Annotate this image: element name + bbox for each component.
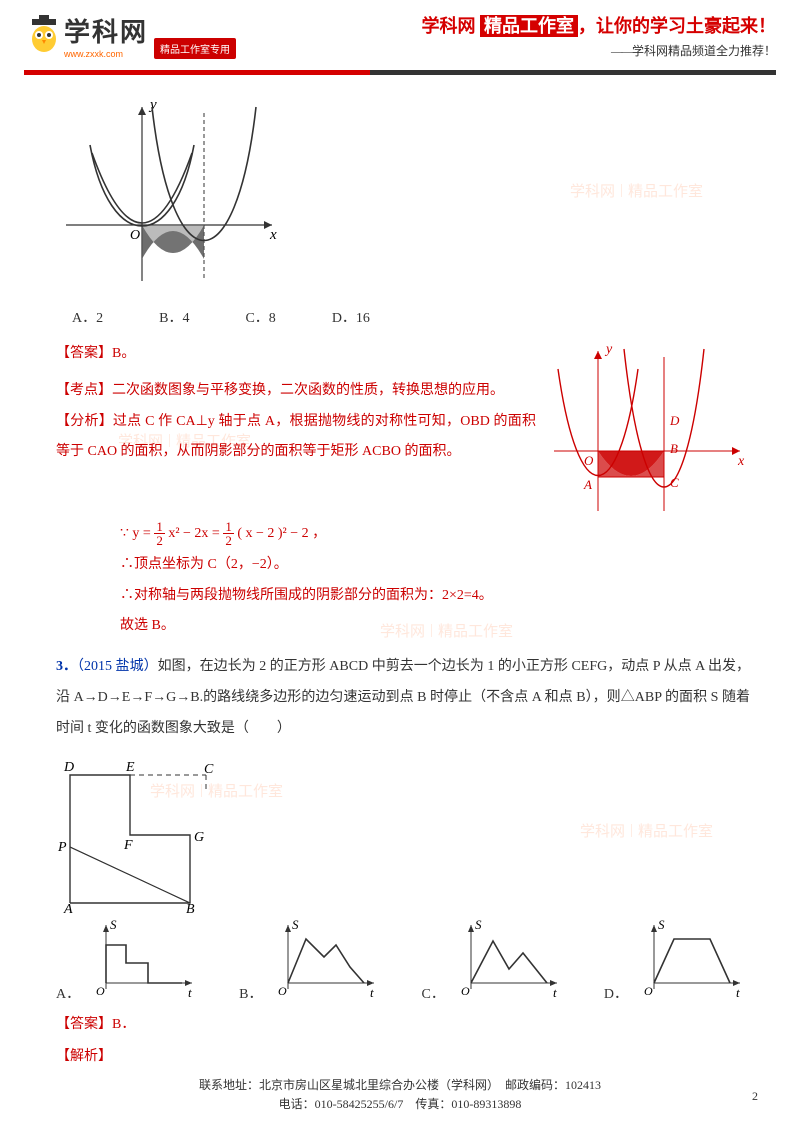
page-number: 2 — [752, 1089, 758, 1104]
opt-B: B．4 — [159, 307, 189, 327]
svg-text:C: C — [204, 762, 214, 777]
opt2-B: B． S t O — [239, 917, 384, 1003]
header-sub: 学科网精品频道全力推荐！ — [422, 42, 777, 59]
svg-text:t: t — [370, 985, 374, 1000]
options-1: A．2 B．4 C．8 D．16 — [72, 307, 750, 327]
deriv-3: ∴对称轴与两段抛物线所围成的阴影部分的面积为：2×2=4。 — [120, 581, 750, 612]
figure-1: y x O — [56, 93, 750, 293]
svg-text:O: O — [584, 453, 594, 468]
hr-part1: 学科网 — [422, 16, 476, 36]
figure-3: A B P D E C F G — [56, 755, 750, 913]
logo-block: 学科网 www.zxxk.com 精品工作室专用 — [24, 12, 236, 59]
figure-2: y x O A B C D — [550, 339, 750, 519]
svg-text:B: B — [186, 902, 195, 913]
header-right: 学科网 精品工作室，让你的学习土豪起来！ 学科网精品频道全力推荐！ — [422, 12, 777, 59]
svg-text:O: O — [96, 984, 105, 998]
svg-text:A: A — [63, 902, 73, 913]
page-header: 学科网 www.zxxk.com 精品工作室专用 学科网 精品工作室，让你的学习… — [0, 0, 800, 70]
svg-text:t: t — [736, 985, 740, 1000]
page-footer: 联系地址：北京市房山区星城北里综合办公楼（学科网） 邮政编码：102413 电话… — [0, 1076, 800, 1114]
svg-text:t: t — [188, 985, 192, 1000]
page-body: y x O A．2 B．4 C．8 D．16 【答案】B。 — [0, 81, 800, 1081]
fenxi-1: 【分析】过点 C 作 CA⊥y 轴于点 A，根据抛物线的对称性可知，OBD 的面… — [56, 407, 536, 469]
svg-text:B: B — [670, 441, 678, 456]
svg-text:S: S — [658, 917, 665, 932]
opt-D: D．16 — [332, 307, 370, 327]
svg-text:x: x — [737, 454, 745, 469]
svg-text:A: A — [583, 477, 592, 492]
options-2-graphs: A． S t O B． S t O C． — [56, 917, 750, 1003]
answer-1: 【答案】B。 — [56, 339, 536, 370]
svg-text:x: x — [269, 227, 277, 243]
svg-text:O: O — [461, 984, 470, 998]
svg-text:O: O — [644, 984, 653, 998]
svg-text:t: t — [553, 985, 557, 1000]
answer-2: 【答案】B． — [56, 1013, 750, 1033]
svg-text:y: y — [604, 342, 613, 357]
opt2-C: C． S t O — [422, 917, 567, 1003]
header-rule — [24, 70, 776, 75]
svg-text:D: D — [63, 760, 74, 775]
hr-box: 精品工作室 — [480, 15, 578, 37]
svg-text:C: C — [670, 475, 679, 490]
formula-line-1: ∵ y = 12 x² − 2x = 12 ( x − 2 )² − 2 ， — [120, 519, 750, 550]
opt-A: A．2 — [72, 307, 103, 327]
jiexi-2: 【解析】 — [56, 1045, 750, 1065]
svg-text:E: E — [125, 760, 135, 775]
svg-text:S: S — [292, 917, 299, 932]
svg-text:O: O — [130, 228, 140, 243]
footer-line-2: 电话：010-58425255/6/7 传真：010-89313898 — [0, 1095, 800, 1114]
logo-url: www.zxxk.com — [64, 49, 148, 59]
opt2-A: A． S t O — [56, 917, 202, 1003]
footer-line-1: 联系地址：北京市房山区星城北里综合办公楼（学科网） 邮政编码：102413 — [0, 1076, 800, 1095]
logo-stamp: 精品工作室专用 — [154, 38, 236, 59]
question-3: 3．（2015 盐城）如图，在边长为 2 的正方形 ABCD 中剪去一个边长为 … — [56, 652, 750, 744]
svg-text:D: D — [669, 413, 680, 428]
deriv-4: 故选 B。 — [120, 611, 750, 642]
svg-text:S: S — [110, 917, 117, 932]
deriv-2: ∴顶点坐标为 C（2，−2）。 — [120, 550, 750, 581]
kaodian-1: 【考点】二次函数图象与平移变换，二次函数的性质，转换思想的应用。 — [56, 376, 536, 407]
svg-text:S: S — [475, 917, 482, 932]
hr-part2: ，让你的学习土豪起来！ — [578, 16, 776, 36]
svg-text:F: F — [123, 838, 133, 853]
opt2-D: D． S t O — [604, 917, 750, 1003]
svg-text:O: O — [278, 984, 287, 998]
logo-text-cn: 学科网 — [64, 12, 148, 49]
owl-logo-icon — [24, 15, 64, 55]
svg-text:G: G — [194, 830, 204, 845]
svg-text:P: P — [57, 840, 67, 855]
opt-C: C．8 — [245, 307, 275, 327]
